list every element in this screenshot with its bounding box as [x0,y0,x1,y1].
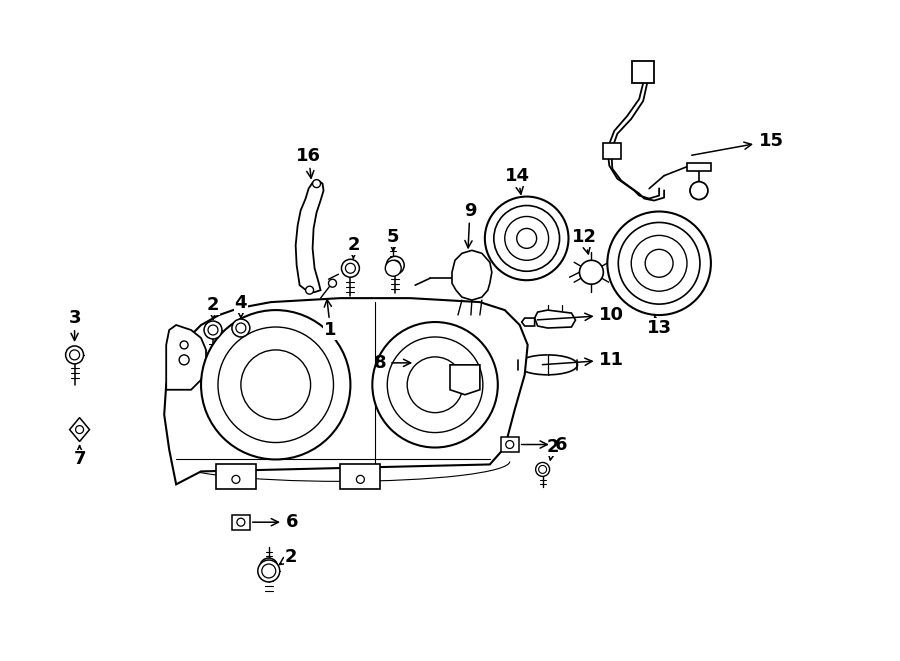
Text: 6: 6 [253,513,298,531]
Polygon shape [340,465,381,489]
Polygon shape [69,418,89,442]
Text: 6: 6 [521,436,567,453]
Circle shape [69,350,79,360]
Circle shape [180,341,188,349]
Circle shape [260,558,278,576]
Circle shape [494,206,560,271]
Polygon shape [535,310,575,328]
Circle shape [306,286,313,294]
Text: 15: 15 [692,132,784,155]
Text: 7: 7 [73,446,86,469]
Circle shape [580,260,603,284]
Circle shape [485,196,569,280]
Circle shape [204,321,222,339]
Circle shape [385,260,401,276]
Circle shape [690,182,708,200]
Circle shape [201,310,350,459]
Circle shape [232,319,250,337]
Text: 2: 2 [207,296,220,319]
Text: 9: 9 [464,202,476,248]
Polygon shape [522,318,535,326]
Polygon shape [166,325,206,390]
Text: 2: 2 [280,548,297,566]
Circle shape [232,475,240,483]
Circle shape [618,223,700,304]
Circle shape [257,560,280,582]
Circle shape [387,337,483,432]
Circle shape [536,463,550,477]
Text: 16: 16 [296,147,321,178]
Circle shape [328,279,337,287]
Bar [687,163,711,171]
Circle shape [218,327,334,442]
Circle shape [505,217,549,260]
Text: 14: 14 [505,167,530,194]
Text: 8: 8 [374,354,410,372]
Polygon shape [452,251,491,300]
Text: 5: 5 [387,229,400,251]
Circle shape [608,212,711,315]
Circle shape [517,229,536,249]
Circle shape [346,263,356,273]
Polygon shape [216,465,256,489]
Circle shape [506,440,514,449]
Circle shape [631,235,687,291]
Circle shape [341,259,359,277]
Text: 3: 3 [68,309,81,340]
Text: 4: 4 [235,294,248,317]
Polygon shape [164,298,527,485]
Circle shape [76,426,84,434]
Polygon shape [632,61,654,83]
Polygon shape [603,143,621,159]
Circle shape [208,325,218,335]
Polygon shape [450,365,480,395]
Circle shape [312,180,320,188]
Circle shape [356,475,365,483]
Circle shape [66,346,84,364]
Text: 1: 1 [324,299,337,339]
Circle shape [237,518,245,526]
Text: 11: 11 [543,351,625,369]
Circle shape [386,256,404,274]
Circle shape [407,357,463,412]
Circle shape [236,323,246,333]
Text: 10: 10 [537,306,625,324]
Text: 12: 12 [572,229,597,254]
Text: 2: 2 [347,237,360,258]
Bar [232,515,250,529]
Text: 13: 13 [646,315,671,337]
Polygon shape [296,180,323,292]
Text: 2: 2 [546,438,559,460]
Circle shape [179,355,189,365]
Circle shape [373,322,498,447]
Circle shape [262,564,275,578]
Circle shape [241,350,310,420]
Circle shape [538,465,546,473]
Circle shape [391,260,401,270]
Circle shape [645,249,673,277]
Circle shape [264,562,274,572]
Bar [500,437,518,452]
